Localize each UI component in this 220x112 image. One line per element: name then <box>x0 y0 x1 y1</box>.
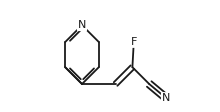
Text: N: N <box>78 20 86 30</box>
Text: N: N <box>162 93 170 103</box>
Text: F: F <box>131 37 137 47</box>
